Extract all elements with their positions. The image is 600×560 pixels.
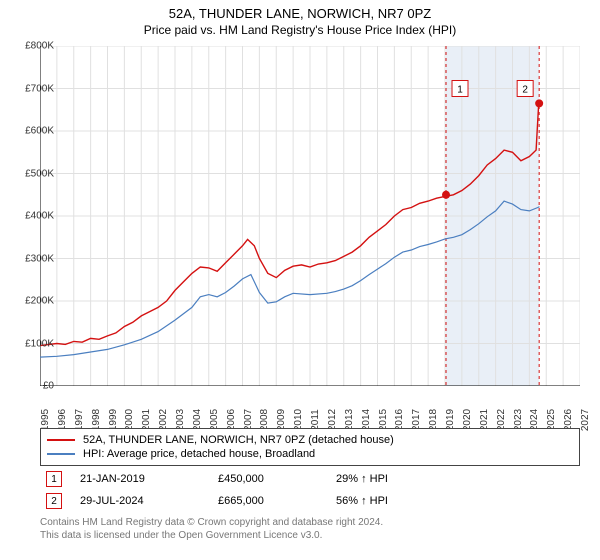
y-tick-label: £100K bbox=[25, 338, 54, 349]
legend-item: 52A, THUNDER LANE, NORWICH, NR7 0PZ (det… bbox=[47, 433, 573, 447]
x-tick-label: 2027 bbox=[580, 409, 591, 431]
legend-box: 52A, THUNDER LANE, NORWICH, NR7 0PZ (det… bbox=[40, 428, 580, 466]
transaction-marker: 2 bbox=[46, 493, 62, 509]
legend-swatch bbox=[47, 439, 75, 441]
y-tick-label: £200K bbox=[25, 296, 54, 307]
transaction-compare: 56% ↑ HPI bbox=[336, 495, 436, 507]
transaction-row: 2 29-JUL-2024 £665,000 56% ↑ HPI bbox=[40, 490, 580, 512]
page-title: 52A, THUNDER LANE, NORWICH, NR7 0PZ bbox=[0, 6, 600, 21]
y-tick-label: £300K bbox=[25, 253, 54, 264]
footer-line-2: This data is licensed under the Open Gov… bbox=[40, 529, 580, 542]
transaction-compare: 29% ↑ HPI bbox=[336, 473, 436, 485]
transaction-marker: 1 bbox=[46, 471, 62, 487]
transaction-price: £665,000 bbox=[218, 495, 318, 507]
transaction-price: £450,000 bbox=[218, 473, 318, 485]
legend-label: 52A, THUNDER LANE, NORWICH, NR7 0PZ (det… bbox=[83, 434, 394, 446]
footer-line-1: Contains HM Land Registry data © Crown c… bbox=[40, 516, 580, 529]
y-tick-label: £700K bbox=[25, 83, 54, 94]
svg-text:1: 1 bbox=[457, 85, 463, 96]
page-subtitle: Price paid vs. HM Land Registry's House … bbox=[0, 23, 600, 37]
line-chart: 12 bbox=[40, 46, 580, 386]
y-tick-label: £500K bbox=[25, 168, 54, 179]
legend-item: HPI: Average price, detached house, Broa… bbox=[47, 447, 573, 461]
transaction-date: 29-JUL-2024 bbox=[80, 495, 200, 507]
svg-text:2: 2 bbox=[522, 85, 528, 96]
transaction-row: 1 21-JAN-2019 £450,000 29% ↑ HPI bbox=[40, 468, 580, 490]
transaction-date: 21-JAN-2019 bbox=[80, 473, 200, 485]
y-tick-label: £800K bbox=[25, 41, 54, 52]
chart-area: 12 bbox=[40, 46, 580, 386]
legend-swatch bbox=[47, 453, 75, 455]
y-tick-label: £0 bbox=[43, 381, 54, 392]
legend-label: HPI: Average price, detached house, Broa… bbox=[83, 448, 315, 460]
y-tick-label: £600K bbox=[25, 126, 54, 137]
y-tick-label: £400K bbox=[25, 211, 54, 222]
transactions-table: 1 21-JAN-2019 £450,000 29% ↑ HPI2 29-JUL… bbox=[40, 468, 580, 512]
footer: Contains HM Land Registry data © Crown c… bbox=[40, 516, 580, 542]
